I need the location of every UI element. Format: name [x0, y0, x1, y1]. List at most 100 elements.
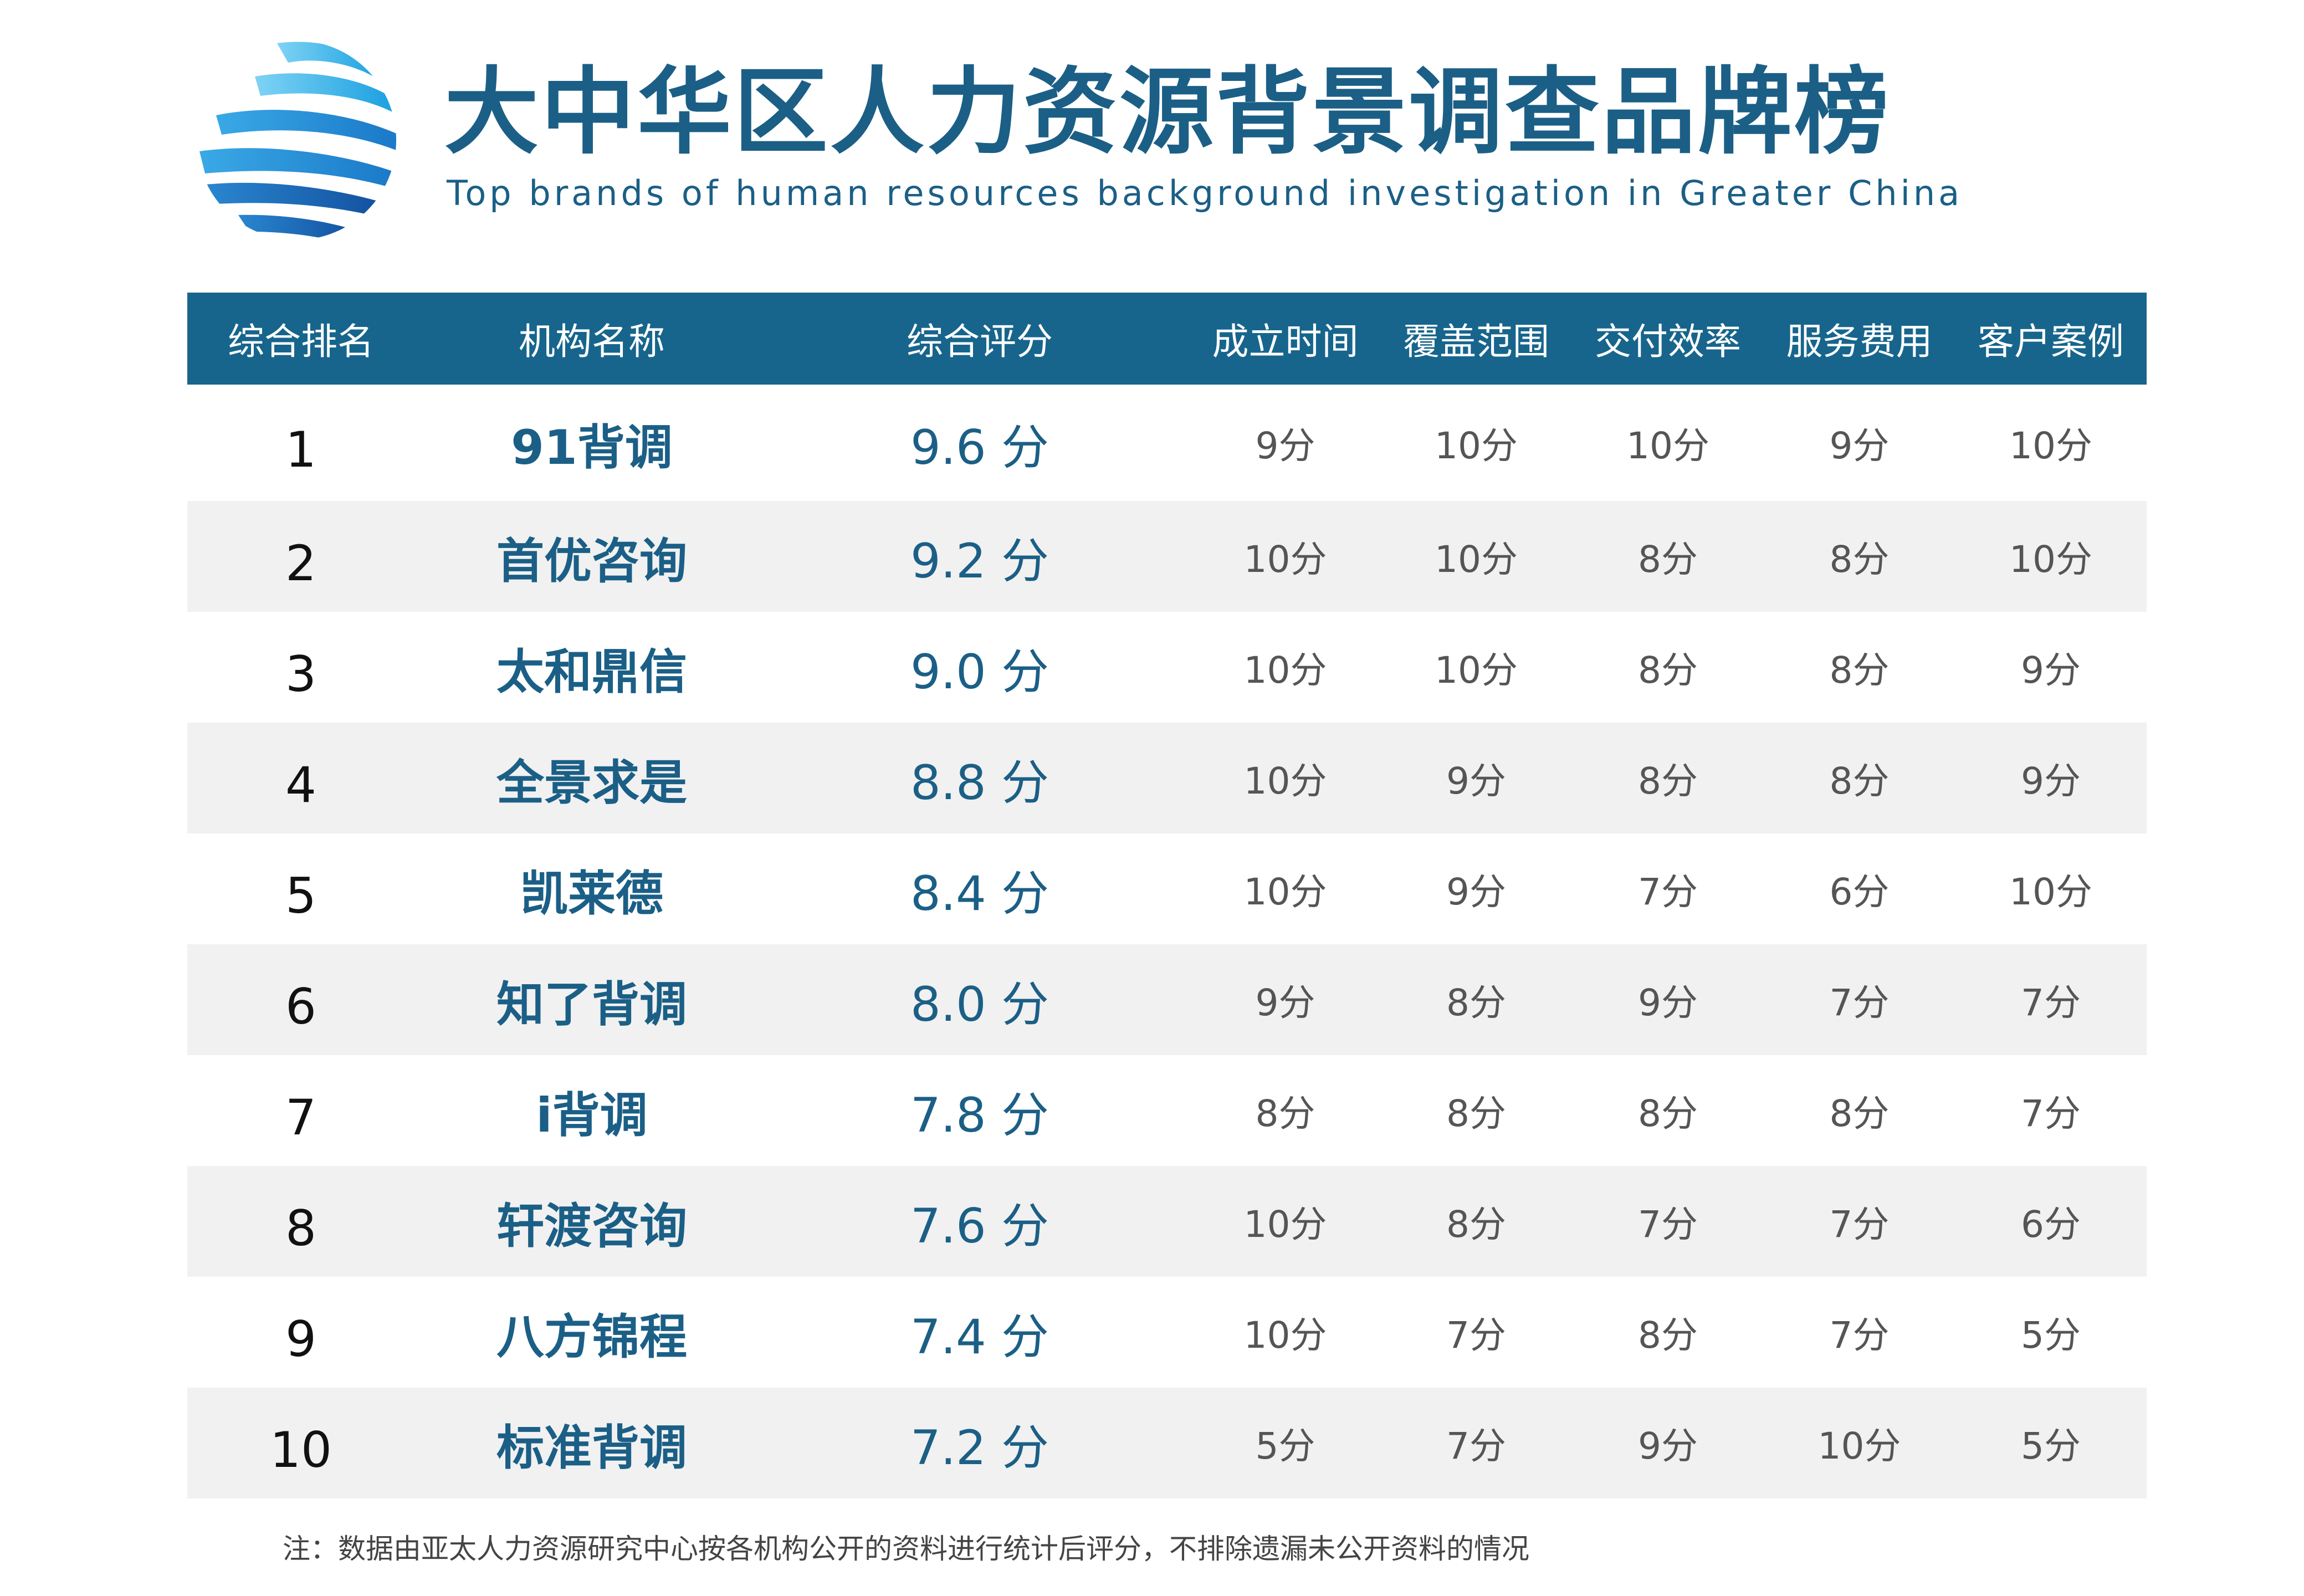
org-name-cell: 知了背调 [496, 976, 687, 1032]
cases-cell: 9分 [2021, 760, 2081, 802]
score-cell: 9.0 分 [910, 644, 1049, 700]
delivery-cell: 8分 [1638, 538, 1698, 581]
org-name-cell: 全景求是 [496, 755, 687, 811]
rank-cell: 10 [270, 1421, 332, 1479]
founded-cell: 10分 [1243, 1314, 1327, 1357]
rank-cell: 7 [285, 1088, 316, 1146]
coverage-cell: 7分 [1446, 1314, 1506, 1357]
fee-cell: 9分 [1829, 424, 1890, 467]
rank-cell: 5 [285, 867, 316, 924]
fee-cell: 8分 [1829, 649, 1890, 692]
column-header-rank: 综合排名 [228, 320, 374, 363]
table-row: 8 轩渡咨询 7.6 分 10分 8分 7分 7分 6分 [187, 1166, 2147, 1277]
founded-cell: 9分 [1255, 981, 1315, 1024]
column-header-fee: 服务费用 [1786, 320, 1933, 363]
cases-cell: 7分 [2021, 1092, 2081, 1135]
table-row: 1 91背调 9.6 分 9分 10分 10分 9分 10分 [187, 385, 2147, 501]
delivery-cell: 7分 [1638, 871, 1698, 913]
column-header-cases: 客户案例 [1978, 320, 2124, 363]
page-title: 大中华区人力资源背景调查品牌榜 [444, 58, 1891, 167]
column-header-org: 机构名称 [519, 320, 665, 363]
founded-cell: 8分 [1255, 1092, 1315, 1135]
score-cell: 7.8 分 [910, 1087, 1049, 1143]
org-name-cell: 太和鼎信 [496, 644, 687, 700]
founded-cell: 10分 [1243, 1203, 1327, 1246]
column-header-delivery: 交付效率 [1595, 320, 1741, 363]
delivery-cell: 9分 [1638, 981, 1698, 1024]
delivery-cell: 8分 [1638, 1092, 1698, 1135]
cases-cell: 5分 [2021, 1425, 2081, 1467]
table-row: 9 八方锦程 7.4 分 10分 7分 8分 7分 5分 [187, 1277, 2147, 1388]
cases-cell: 10分 [2009, 424, 2092, 467]
delivery-cell: 10分 [1626, 424, 1709, 467]
cases-cell: 10分 [2009, 871, 2092, 913]
org-name-cell: 首优咨询 [496, 533, 687, 589]
fee-cell: 7分 [1829, 1203, 1890, 1246]
coverage-cell: 8分 [1446, 1203, 1506, 1246]
score-cell: 9.6 分 [910, 420, 1049, 475]
fee-cell: 10分 [1817, 1425, 1901, 1467]
cases-cell: 7分 [2021, 981, 2081, 1024]
score-cell: 8.0 分 [910, 976, 1049, 1032]
score-cell: 8.4 分 [910, 866, 1049, 922]
founded-cell: 10分 [1243, 649, 1327, 692]
coverage-cell: 10分 [1435, 424, 1518, 467]
table-row: 7 i背调 7.8 分 8分 8分 8分 8分 7分 [187, 1055, 2147, 1166]
delivery-cell: 8分 [1638, 1314, 1698, 1357]
table-row: 5 凯莱德 8.4 分 10分 9分 7分 6分 10分 [187, 833, 2147, 944]
score-cell: 9.2 分 [910, 533, 1049, 589]
cases-cell: 10分 [2009, 538, 2092, 581]
coverage-cell: 8分 [1446, 1092, 1506, 1135]
score-cell: 8.8 分 [910, 755, 1049, 811]
delivery-cell: 8分 [1638, 649, 1698, 692]
table-row: 2 首优咨询 9.2 分 10分 10分 8分 8分 10分 [187, 501, 2147, 612]
column-header-coverage: 覆盖范围 [1403, 320, 1549, 363]
footnote: 注：数据由亚太人力资源研究中心按各机构公开的资料进行统计后评分，不排除遗漏未公开… [283, 1533, 1529, 1565]
rank-cell: 9 [285, 1310, 316, 1368]
coverage-cell: 9分 [1446, 871, 1506, 913]
founded-cell: 10分 [1243, 760, 1327, 802]
org-name-cell: 凯莱德 [520, 866, 663, 922]
page-subtitle: Top brands of human resources background… [447, 173, 1963, 213]
fee-cell: 8分 [1829, 538, 1890, 581]
founded-cell: 10分 [1243, 871, 1327, 913]
score-cell: 7.2 分 [910, 1420, 1049, 1476]
coverage-cell: 7分 [1446, 1425, 1506, 1467]
ranking-table: 综合排名 机构名称 综合评分 成立时间 覆盖范围 交付效率 服务费用 客户案例 … [187, 293, 2147, 1498]
fee-cell: 7分 [1829, 1314, 1890, 1357]
delivery-cell: 8分 [1638, 760, 1698, 802]
org-name-cell: 91背调 [511, 420, 673, 475]
org-name-cell: 标准背调 [496, 1420, 687, 1476]
rank-cell: 2 [285, 534, 316, 592]
table-row: 4 全景求是 8.8 分 10分 9分 8分 8分 9分 [187, 723, 2147, 833]
fee-cell: 8分 [1829, 1092, 1890, 1135]
fee-cell: 6分 [1829, 871, 1890, 913]
table-row: 3 太和鼎信 9.0 分 10分 10分 8分 8分 9分 [187, 612, 2147, 723]
rank-cell: 3 [285, 645, 316, 703]
delivery-cell: 9分 [1638, 1425, 1698, 1467]
fee-cell: 7分 [1829, 981, 1890, 1024]
score-cell: 7.4 分 [910, 1309, 1049, 1365]
cases-cell: 9分 [2021, 649, 2081, 692]
founded-cell: 5分 [1255, 1425, 1315, 1467]
cases-cell: 6分 [2021, 1203, 2081, 1246]
org-name-cell: i背调 [536, 1087, 648, 1143]
column-header-founded: 成立时间 [1212, 320, 1359, 363]
rank-cell: 8 [285, 1199, 316, 1257]
org-name-cell: 八方锦程 [496, 1309, 687, 1365]
org-name-cell: 轩渡咨询 [496, 1198, 687, 1254]
coverage-cell: 8分 [1446, 981, 1506, 1024]
rank-cell: 1 [285, 421, 316, 478]
table-row: 10 标准背调 7.2 分 5分 7分 9分 10分 5分 [187, 1388, 2147, 1498]
coverage-cell: 10分 [1435, 649, 1518, 692]
column-header-score: 综合评分 [907, 320, 1053, 363]
fee-cell: 8分 [1829, 760, 1890, 802]
table-row: 6 知了背调 8.0 分 9分 8分 9分 7分 7分 [187, 944, 2147, 1055]
delivery-cell: 7分 [1638, 1203, 1698, 1246]
rank-cell: 4 [285, 756, 316, 814]
globe-logo-icon [199, 42, 396, 240]
founded-cell: 10分 [1243, 538, 1327, 581]
coverage-cell: 10分 [1435, 538, 1518, 581]
table-header-row: 综合排名 机构名称 综合评分 成立时间 覆盖范围 交付效率 服务费用 客户案例 [187, 293, 2147, 385]
founded-cell: 9分 [1255, 424, 1315, 467]
